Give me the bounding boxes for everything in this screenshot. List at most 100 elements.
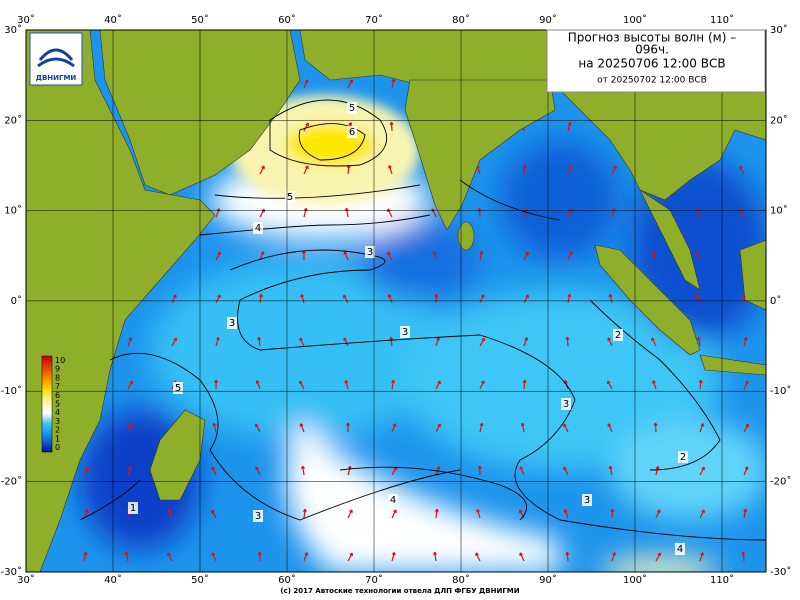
contour-label-bg	[678, 451, 688, 463]
lat-label: 20˚	[770, 114, 788, 126]
arrow	[171, 337, 177, 347]
arrow	[476, 508, 481, 519]
scale-label: 6	[55, 391, 60, 400]
arrow	[127, 466, 132, 476]
arrow	[475, 552, 481, 562]
arrow	[388, 165, 393, 175]
lat-label: 10˚	[4, 205, 22, 217]
arrow	[167, 509, 173, 519]
lat-label: 30˚	[770, 24, 788, 36]
contour-label-bg	[582, 494, 592, 506]
arrow	[523, 208, 529, 218]
lon-label: 60˚	[278, 14, 296, 26]
sumatra	[594, 244, 701, 356]
arrow	[741, 551, 746, 562]
arrow	[522, 164, 527, 175]
arrow	[211, 466, 217, 476]
arrow	[258, 293, 263, 304]
arrow	[303, 79, 309, 89]
arrow	[301, 250, 306, 261]
arrow	[607, 423, 613, 433]
lat-label: -10˚	[770, 385, 791, 397]
lat-label: 0˚	[11, 295, 22, 307]
lon-label: 110˚	[710, 14, 734, 26]
footer: (c) 2017 Автоские технологии отвела ДЛП …	[280, 587, 519, 595]
arrow	[124, 551, 129, 562]
contour-labels: 5 6 5 4 3 3 3 5 3 2 2 1 3 4 3 4	[128, 102, 688, 555]
lon-label: 70˚	[365, 14, 383, 26]
lat-label: 10˚	[770, 205, 788, 217]
lon-label: 50˚	[191, 574, 209, 586]
contour-label-bg	[613, 329, 623, 341]
arrow	[255, 466, 261, 476]
contour-label: 3	[255, 511, 261, 522]
sri-lanka	[457, 221, 475, 251]
arrow	[299, 380, 305, 390]
arrow	[215, 208, 221, 218]
contour-label: 3	[563, 399, 569, 410]
arrow	[259, 165, 265, 175]
arrow	[695, 294, 701, 304]
arrow	[696, 336, 701, 347]
arrow	[432, 250, 437, 261]
arrow	[435, 380, 441, 390]
arrow	[522, 379, 527, 390]
arrow	[391, 509, 397, 519]
arrow	[387, 251, 393, 261]
arrow	[83, 551, 88, 562]
logo: ДВНИГМИ	[29, 32, 83, 86]
arrow	[653, 422, 658, 433]
contour-label: 3	[367, 247, 373, 258]
contour-label: 2	[680, 452, 686, 463]
arrow	[743, 336, 748, 347]
arrow	[344, 379, 349, 390]
india	[404, 79, 556, 231]
scale-label: 4	[55, 408, 60, 417]
arrow	[435, 336, 440, 347]
arrow	[171, 294, 177, 304]
arrow	[211, 552, 217, 562]
contour-label-bg	[285, 191, 295, 203]
scale-label: 7	[55, 382, 60, 391]
arrow	[523, 294, 529, 304]
scale-label: 1	[55, 434, 60, 443]
lon-label: 90˚	[539, 14, 557, 26]
contour-label-bg	[128, 502, 138, 514]
arrow	[391, 78, 396, 89]
contour-label-bg	[388, 494, 398, 506]
arrow	[435, 423, 441, 433]
arrow	[300, 293, 305, 304]
arrow	[434, 293, 439, 304]
arrow	[301, 465, 305, 476]
lat-label: 20˚	[4, 114, 22, 126]
lon-label: 80˚	[452, 574, 470, 586]
contour-label-bg	[253, 222, 263, 234]
issued: от 20250702 12:00 ВСВ	[597, 76, 707, 86]
arrow	[743, 466, 749, 476]
arrow	[563, 423, 569, 433]
arrow	[567, 251, 573, 261]
arrow	[567, 293, 572, 304]
arrow	[477, 207, 482, 218]
arrow	[567, 121, 572, 132]
arrow	[523, 251, 529, 261]
arrow	[83, 466, 89, 476]
arrow	[699, 423, 705, 433]
scale-label: 10	[55, 356, 65, 365]
arrow	[434, 508, 439, 519]
arrow	[743, 380, 749, 390]
lon-label: 60˚	[278, 574, 296, 586]
arrow	[651, 251, 657, 261]
lat-label: -20˚	[770, 476, 791, 488]
contour-label-bg	[347, 126, 357, 138]
indochina	[559, 89, 766, 201]
scale-label: 3	[55, 417, 60, 426]
contour-label: 5	[287, 192, 293, 203]
lat-label: -30˚	[770, 566, 791, 578]
arrow	[563, 466, 569, 476]
title-line: Прогноз высоты волн (м) –	[568, 31, 736, 45]
java	[699, 354, 766, 376]
contour-label: 6	[349, 127, 355, 138]
